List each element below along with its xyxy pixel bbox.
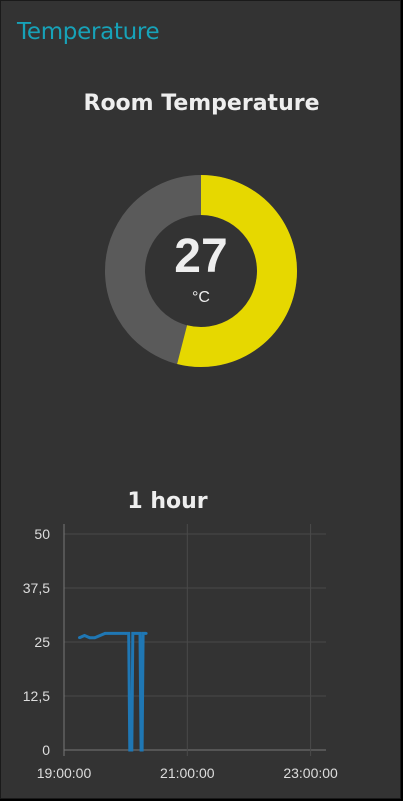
- x-tick-label: 19:00:00: [37, 765, 92, 781]
- data-point: [144, 631, 148, 635]
- data-point: [88, 636, 92, 640]
- data-point: [138, 631, 142, 635]
- gauge-units: °C: [192, 289, 210, 306]
- y-tick-label: 37,5: [23, 580, 50, 596]
- data-point: [140, 748, 144, 752]
- temperature-gauge: [105, 175, 297, 367]
- gauge-value: 27: [174, 230, 228, 283]
- data-point: [128, 748, 132, 752]
- y-tick-label: 0: [42, 742, 50, 758]
- series-line: [78, 631, 147, 752]
- data-point: [141, 631, 145, 635]
- group-title: Temperature: [17, 19, 160, 45]
- data-point: [83, 634, 86, 637]
- data-point: [93, 636, 97, 640]
- x-tick-label: 23:00:00: [283, 765, 338, 781]
- data-point: [130, 748, 134, 752]
- data-point: [103, 631, 107, 635]
- x-tick-label: 21:00:00: [160, 765, 215, 781]
- data-point: [131, 631, 135, 635]
- gauge-fill: [177, 175, 297, 367]
- y-tick-label: 25: [34, 634, 50, 650]
- y-tick-label: 12,5: [23, 688, 50, 704]
- temperature-line-chart: 50 37,5 25 12,5 0 19:00:00 21:00:00 23:00:00: [23, 524, 338, 781]
- chart-title: 1 hour: [127, 489, 208, 514]
- data-point: [127, 631, 131, 635]
- y-tick-label: 50: [34, 526, 50, 542]
- data-point: [78, 636, 81, 640]
- gauge-title: Room Temperature: [83, 91, 320, 116]
- data-point: [124, 631, 128, 635]
